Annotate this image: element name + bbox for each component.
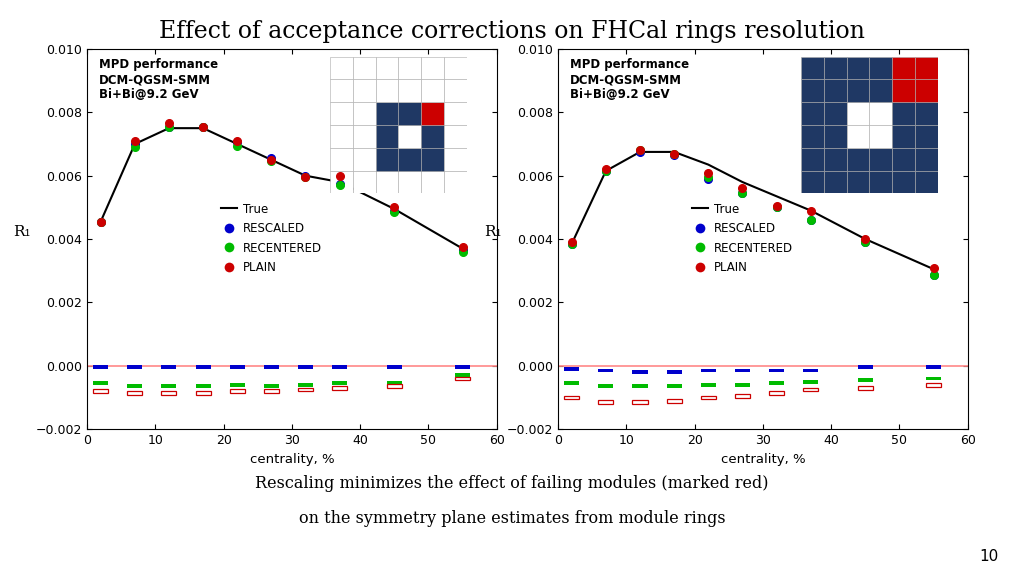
Bar [196, 384, 211, 388]
Bar [598, 384, 613, 388]
X-axis label: centrality, %: centrality, % [721, 453, 805, 465]
Bar [298, 388, 313, 392]
Bar [264, 389, 279, 393]
Bar [700, 383, 716, 386]
Bar [598, 369, 613, 373]
Bar [332, 386, 347, 390]
Bar [667, 370, 682, 374]
Bar [598, 400, 613, 404]
Text: Effect of acceptance corrections on FHCal rings resolution: Effect of acceptance corrections on FHCa… [159, 20, 865, 43]
Bar [127, 365, 142, 369]
Bar [332, 381, 347, 385]
Bar [264, 384, 279, 388]
Bar [926, 383, 941, 386]
Bar [803, 380, 818, 384]
Bar [858, 386, 872, 390]
Y-axis label: R₁: R₁ [484, 225, 502, 239]
Bar [455, 377, 470, 380]
Bar [298, 383, 313, 386]
Bar [735, 369, 750, 373]
Bar [858, 378, 872, 382]
Bar [196, 391, 211, 395]
Bar [93, 365, 109, 369]
Bar [332, 365, 347, 369]
Bar [162, 384, 176, 388]
Bar [298, 365, 313, 369]
Bar [769, 381, 784, 385]
Bar [127, 391, 142, 395]
Bar [700, 396, 716, 399]
Bar [229, 383, 245, 386]
Bar [926, 365, 941, 369]
Text: MPD performance
DCM-QGSM-SMM
Bi+Bi@9.2 GeV: MPD performance DCM-QGSM-SMM Bi+Bi@9.2 G… [99, 59, 218, 101]
Bar [229, 365, 245, 369]
Bar [564, 396, 580, 399]
Bar [455, 373, 470, 377]
Bar [633, 370, 647, 374]
Bar [633, 384, 647, 388]
Bar [564, 381, 580, 385]
Bar [229, 389, 245, 393]
Bar [455, 365, 470, 369]
Legend: True, RESCALED, RECENTERED, PLAIN: True, RESCALED, RECENTERED, PLAIN [216, 198, 327, 279]
Text: MPD performance
DCM-QGSM-SMM
Bi+Bi@9.2 GeV: MPD performance DCM-QGSM-SMM Bi+Bi@9.2 G… [570, 59, 689, 101]
Bar [387, 381, 401, 385]
Bar [667, 384, 682, 388]
Bar [769, 391, 784, 395]
Bar [735, 383, 750, 386]
Bar [127, 384, 142, 388]
Bar [667, 399, 682, 403]
Bar [93, 389, 109, 393]
Text: on the symmetry plane estimates from module rings: on the symmetry plane estimates from mod… [299, 510, 725, 527]
Bar [769, 369, 784, 373]
Text: 10: 10 [979, 550, 998, 564]
Text: Rescaling minimizes the effect of failing modules (marked red): Rescaling minimizes the effect of failin… [255, 475, 769, 492]
Bar [196, 365, 211, 369]
Bar [735, 394, 750, 398]
Bar [803, 369, 818, 373]
Bar [858, 365, 872, 369]
Bar [803, 388, 818, 392]
Bar [564, 367, 580, 371]
Bar [700, 369, 716, 373]
Bar [162, 391, 176, 395]
Y-axis label: R₁: R₁ [13, 225, 31, 239]
Bar [926, 377, 941, 380]
Bar [387, 384, 401, 388]
Bar [387, 365, 401, 369]
Bar [162, 365, 176, 369]
Bar [633, 400, 647, 404]
X-axis label: centrality, %: centrality, % [250, 453, 334, 465]
Bar [264, 365, 279, 369]
Legend: True, RESCALED, RECENTERED, PLAIN: True, RESCALED, RECENTERED, PLAIN [687, 198, 798, 279]
Bar [93, 381, 109, 385]
